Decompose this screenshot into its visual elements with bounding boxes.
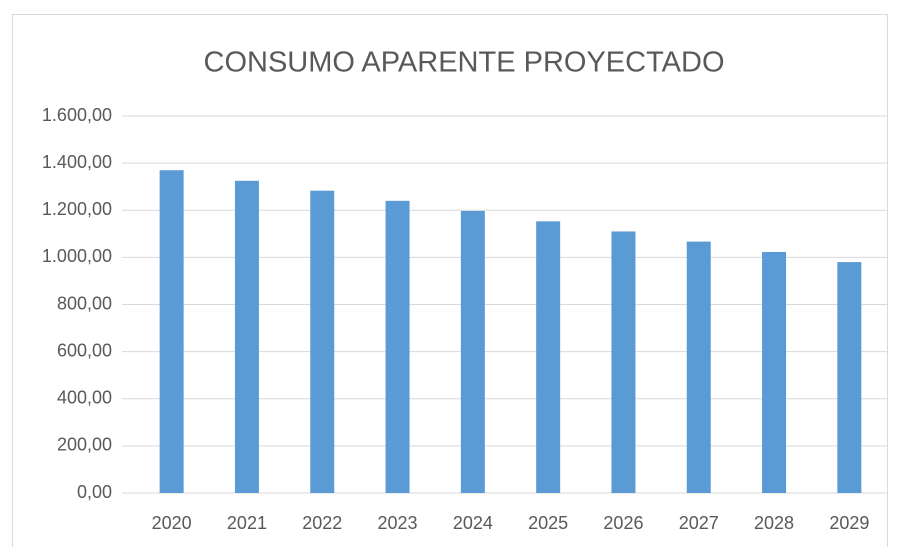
bar bbox=[611, 231, 636, 494]
x-tick-label: 2025 bbox=[528, 513, 568, 533]
x-tick-label: 2024 bbox=[453, 513, 493, 533]
bar bbox=[234, 180, 259, 493]
y-tick-label: 800,00 bbox=[57, 293, 112, 313]
x-tick-label: 2029 bbox=[829, 513, 869, 533]
x-tick-label: 2027 bbox=[679, 513, 719, 533]
bar bbox=[310, 190, 335, 494]
chart-title: CONSUMO APARENTE PROYECTADO bbox=[204, 47, 725, 79]
x-tick-label: 2023 bbox=[378, 513, 418, 533]
bar bbox=[385, 200, 410, 493]
chart-frame bbox=[12, 14, 888, 547]
x-tick-label: 2028 bbox=[754, 513, 794, 533]
y-tick-label: 200,00 bbox=[57, 435, 112, 455]
y-tick-label: 1.200,00 bbox=[42, 199, 112, 219]
y-tick-label: 400,00 bbox=[57, 388, 112, 408]
x-tick-label: 2026 bbox=[603, 513, 643, 533]
y-tick-label: 1.000,00 bbox=[42, 246, 112, 266]
bar bbox=[686, 241, 711, 493]
bar bbox=[837, 262, 862, 493]
y-tick-label: 1.600,00 bbox=[42, 105, 112, 125]
x-tick-label: 2020 bbox=[152, 513, 192, 533]
x-tick-label: 2021 bbox=[227, 513, 267, 533]
x-tick-label: 2022 bbox=[302, 513, 342, 533]
bar bbox=[460, 210, 485, 493]
bar bbox=[762, 251, 787, 493]
bar bbox=[159, 170, 184, 493]
y-tick-label: 0,00 bbox=[77, 482, 112, 502]
y-tick-label: 600,00 bbox=[57, 340, 112, 360]
y-tick-label: 1.400,00 bbox=[42, 152, 112, 172]
bar bbox=[536, 221, 561, 493]
